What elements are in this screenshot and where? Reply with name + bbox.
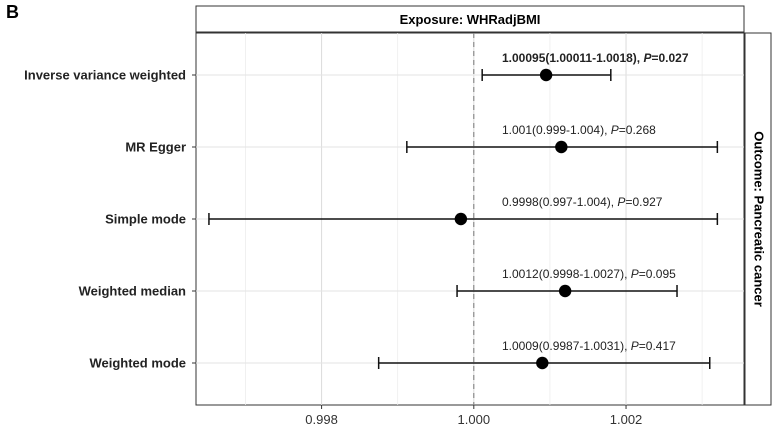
ci-annotation-value: 1.001(0.999-1.004), [502,123,611,137]
point-estimate [558,284,572,298]
p-symbol: P [611,123,619,137]
method-labels: Inverse variance weighted MR Egger Simple … [24,68,196,371]
p-value: =0.927 [625,195,662,209]
facet-strip-top: Exposure: WHRadjBMI [195,5,745,33]
facet-strip-top-label: Exposure: WHRadjBMI [400,12,541,27]
facet-strip-right-label: Outcome: Pancreatic cancer [752,131,767,307]
p-value: =0.268 [619,123,656,137]
ci-annotation: 1.001(0.999-1.004), P=0.268 [502,123,656,137]
ci-annotation: 0.9998(0.997-1.004), P=0.927 [502,195,663,209]
method-label: MR Egger [125,140,186,155]
ci-annotation-value: 1.0012(0.9998-1.0027), [502,267,631,281]
facet-strip-right: Outcome: Pancreatic cancer [744,32,772,406]
method-label: Weighted mode [89,356,186,371]
method-label: Simple mode [105,212,186,227]
p-value: =0.095 [639,267,676,281]
p-value: =0.027 [651,51,688,65]
point-estimate [555,140,568,154]
ci-annotation: 1.0012(0.9998-1.0027), P=0.095 [502,267,676,281]
point-estimate [536,356,549,370]
x-tick-label: 1.000 [458,412,491,427]
p-symbol: P [631,267,639,281]
p-symbol: P [617,195,625,209]
method-label: Weighted median [79,284,186,299]
x-tick-label: 0.998 [305,412,338,427]
facet-strip-top-box [195,5,745,33]
x-axis-ticks: 0.998 1.000 1.002 [305,405,642,427]
point-estimate [539,68,553,82]
p-symbol: P [643,51,652,65]
data-marks: 1.00095(1.00011-1.0018), P=0.0271.001(0.… [208,33,719,405]
ci-annotation-value: 0.9998(0.997-1.004), [502,195,617,209]
p-symbol: P [631,339,639,353]
p-value: =0.417 [639,339,676,353]
ci-annotation: 1.00095(1.00011-1.0018), P=0.027 [502,51,689,65]
ci-annotation: 1.0009(0.9987-1.0031), P=0.417 [502,339,676,353]
panel-letter: B [6,2,19,22]
ci-annotation-value: 1.00095(1.00011-1.0018), [502,51,643,65]
facet-strip-right-box [744,32,772,406]
point-estimate [454,212,468,226]
method-label: Inverse variance weighted [24,68,186,83]
x-tick-label: 1.002 [610,412,643,427]
ci-annotation-value: 1.0009(0.9987-1.0031), [502,339,631,353]
